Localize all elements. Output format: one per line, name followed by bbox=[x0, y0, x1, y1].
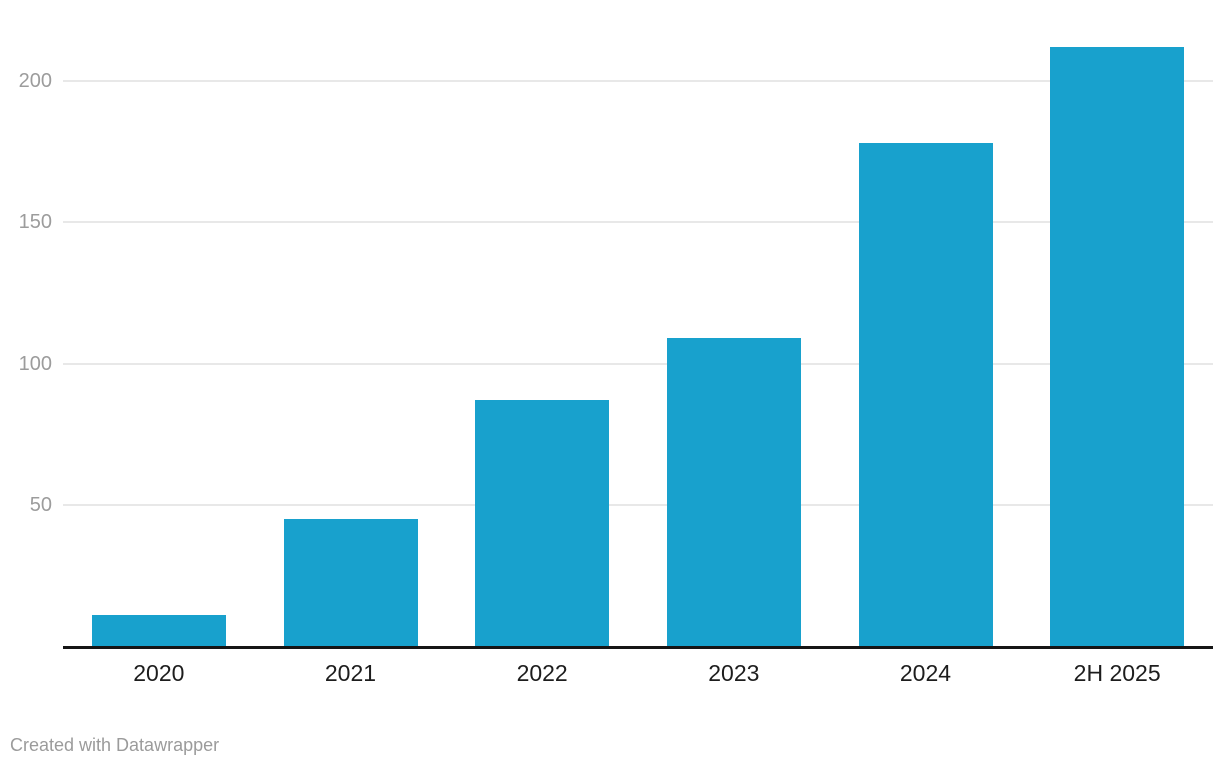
x-tick-label: 2022 bbox=[516, 660, 568, 686]
x-tick-label: 2023 bbox=[708, 660, 760, 686]
plot-area: 50 100 150 200 2020 2021 2022 2023 2024 2H 2025 bbox=[18, 46, 1213, 686]
datawrapper-attribution: Created with Datawrapper bbox=[10, 735, 220, 755]
gridline-200 bbox=[63, 79, 1213, 82]
y-tick-label: 100 bbox=[18, 352, 52, 375]
gridline-50 bbox=[63, 504, 1213, 507]
x-tick-label: 2024 bbox=[899, 660, 952, 686]
bar-2023 bbox=[666, 338, 801, 647]
y-tick-label: 150 bbox=[18, 211, 52, 234]
y-tick-label: 50 bbox=[29, 494, 52, 517]
bar-2024 bbox=[858, 143, 993, 647]
x-tick-label: 2H 2025 bbox=[1073, 660, 1161, 686]
x-tick-label: 2020 bbox=[133, 660, 185, 686]
bar-2h-2025 bbox=[1050, 46, 1185, 647]
bar-2021 bbox=[283, 519, 418, 647]
bar-2022 bbox=[475, 400, 610, 647]
bar-2020 bbox=[91, 615, 226, 647]
x-tick-label: 2021 bbox=[324, 660, 377, 686]
gridline-150 bbox=[63, 221, 1213, 224]
x-axis-line bbox=[63, 646, 1213, 649]
y-tick-label: 200 bbox=[18, 69, 52, 92]
gridline-100 bbox=[63, 362, 1213, 365]
